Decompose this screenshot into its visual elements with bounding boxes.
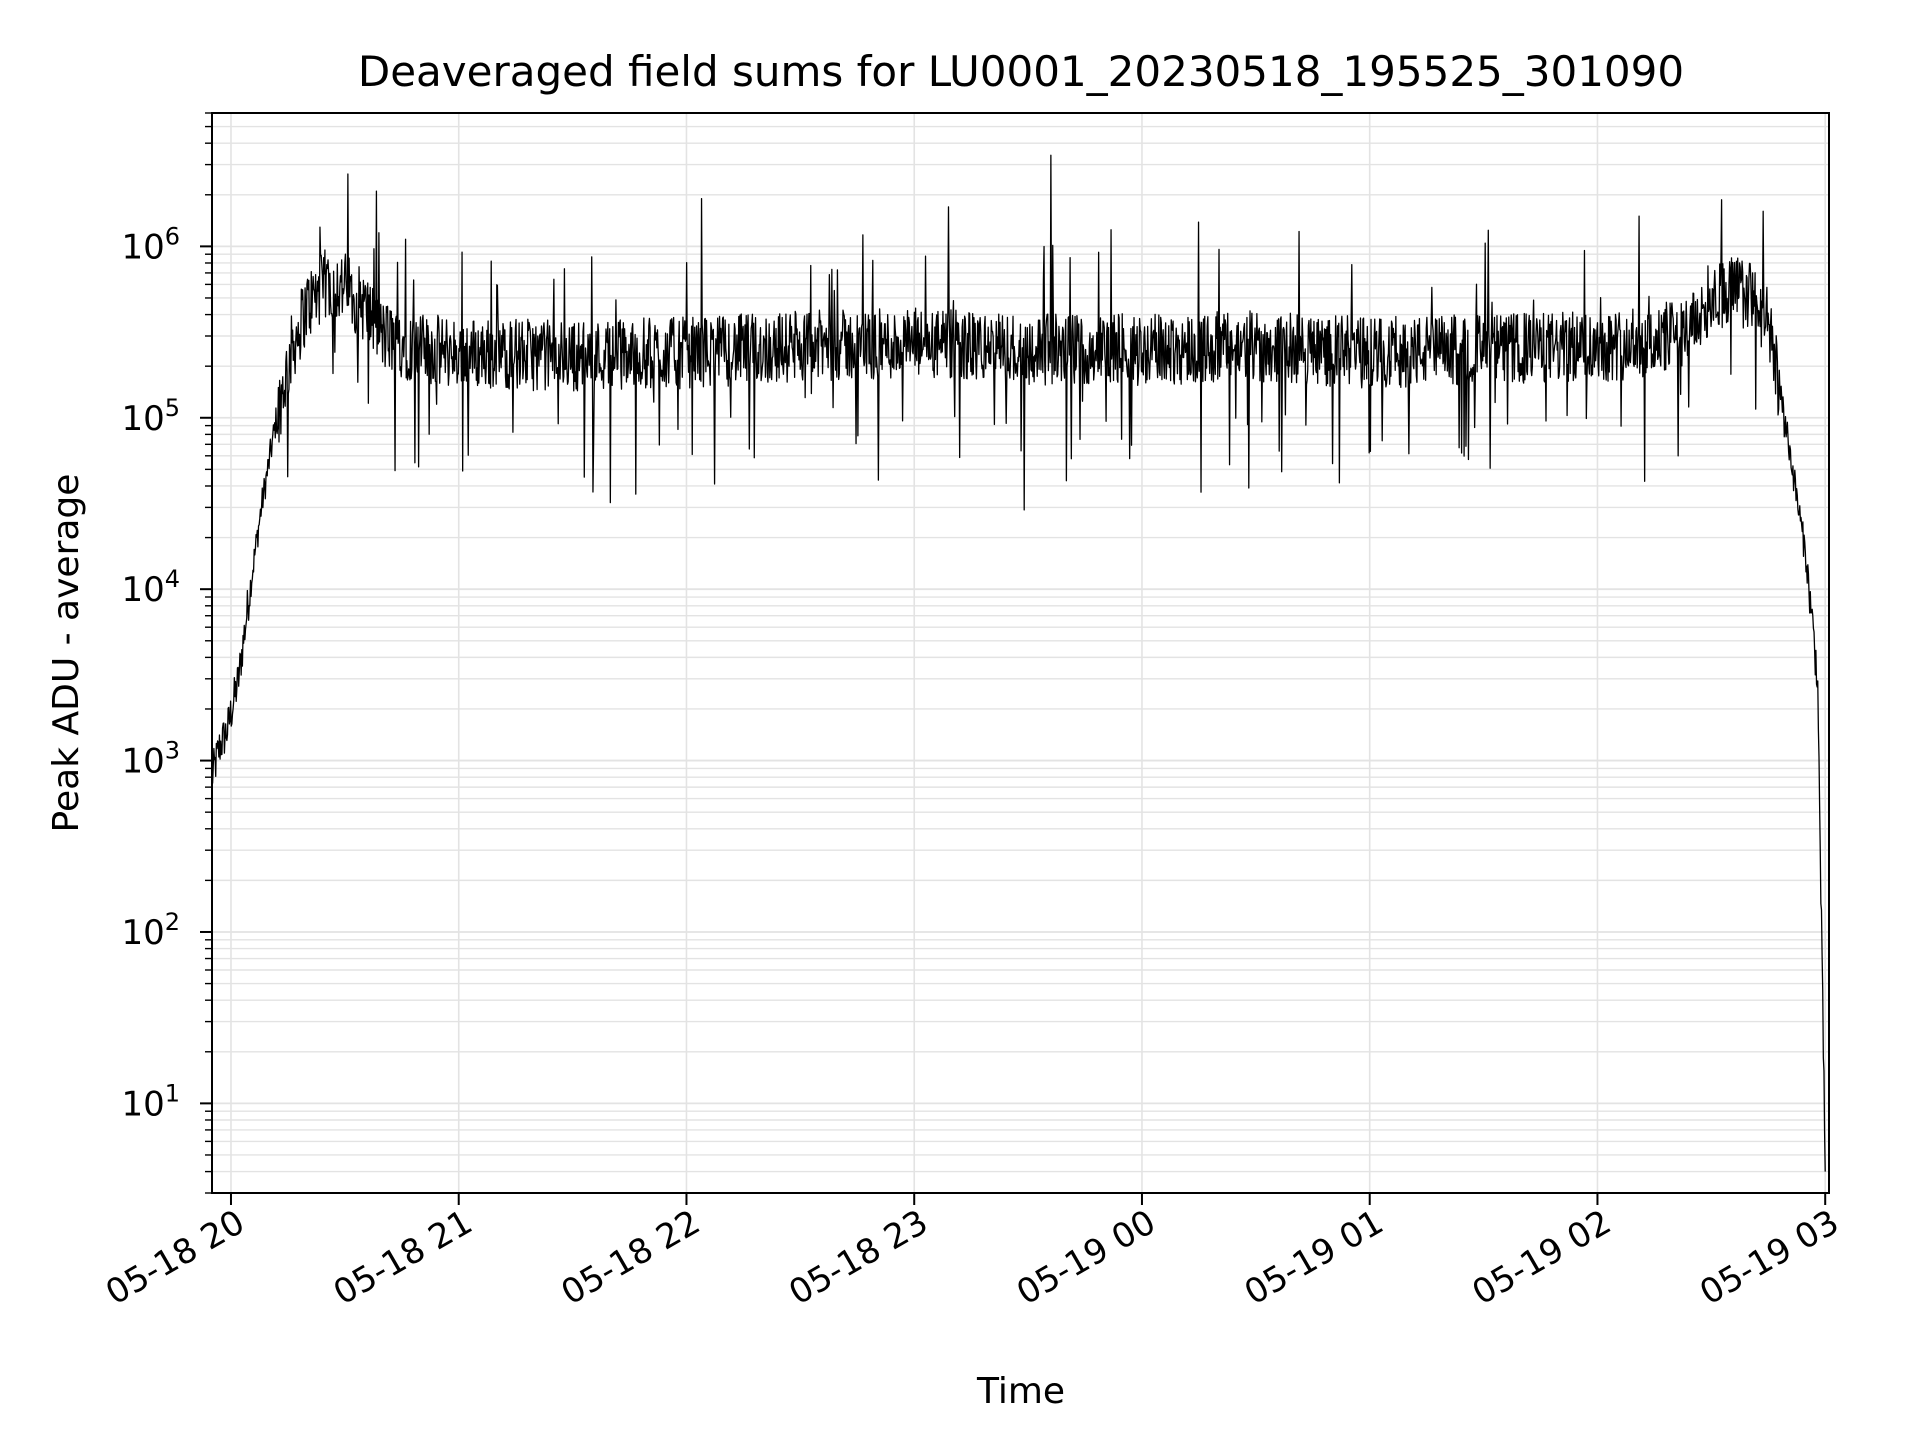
y-tick-label: 106 xyxy=(121,222,180,267)
y-tick-base: 10 xyxy=(121,1084,164,1124)
y-tick-label: 102 xyxy=(121,908,180,953)
x-tick-label: 05-19 03 xyxy=(1693,1202,1845,1313)
y-tick-label: 105 xyxy=(121,394,180,439)
x-tick-label: 05-18 22 xyxy=(555,1202,707,1313)
y-tick-exponent: 2 xyxy=(165,908,180,936)
series xyxy=(211,154,1826,1172)
y-tick-label: 104 xyxy=(121,565,180,610)
x-tick-label: 05-18 20 xyxy=(99,1202,251,1313)
y-tick-exponent: 6 xyxy=(165,222,180,250)
y-tick-exponent: 5 xyxy=(165,394,180,422)
y-tick-base: 10 xyxy=(121,570,164,610)
y-tick-base: 10 xyxy=(121,913,164,953)
x-axis-label: Time xyxy=(976,1371,1065,1412)
y-tick-base: 10 xyxy=(121,399,164,439)
x-tick-label: 05-18 23 xyxy=(782,1202,934,1313)
y-tick-base: 10 xyxy=(121,227,164,267)
y-tick-label: 101 xyxy=(121,1079,180,1124)
y-tick-base: 10 xyxy=(121,742,164,782)
data-line xyxy=(211,154,1826,1172)
y-tick-exponent: 4 xyxy=(165,565,180,593)
x-axis: 05-18 20 05-18 21 05-18 22 05-18 23 05-19 00… xyxy=(99,1193,1846,1313)
x-tick-label: 05-19 02 xyxy=(1466,1202,1618,1313)
x-tick-label: 05-18 21 xyxy=(327,1202,479,1313)
x-tick-label: 05-19 01 xyxy=(1238,1202,1390,1313)
y-tick-exponent: 1 xyxy=(165,1079,180,1107)
y-axis-label: Peak ADU - average xyxy=(46,474,87,833)
grid xyxy=(212,112,1829,1194)
chart-title: Deaveraged field sums for LU0001_2023051… xyxy=(358,47,1684,96)
y-tick-label: 103 xyxy=(121,737,180,782)
plot-frame xyxy=(211,112,1830,1194)
x-tick-label: 05-19 00 xyxy=(1010,1202,1162,1313)
y-tick-exponent: 3 xyxy=(165,737,180,765)
